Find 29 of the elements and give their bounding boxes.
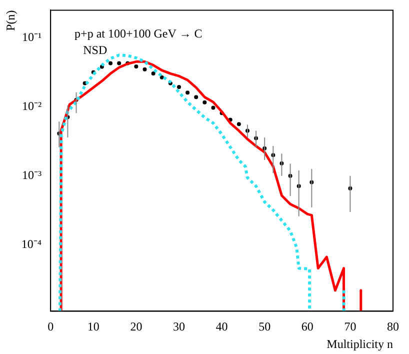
x-tick-label: 0 bbox=[48, 320, 54, 334]
annotation: p+p at 100+100 GeV → C bbox=[74, 26, 202, 40]
annotation: NSD bbox=[83, 42, 108, 57]
y-tick-label: 10⁻⁴ bbox=[21, 237, 42, 252]
point bbox=[186, 90, 190, 95]
y-axis-title: P(n) bbox=[3, 10, 18, 31]
point bbox=[176, 85, 181, 90]
x-tick-label: 60 bbox=[301, 320, 314, 334]
point bbox=[211, 106, 216, 110]
x-tick-label: 50 bbox=[258, 320, 271, 334]
y-tick-label: 10⁻² bbox=[22, 98, 42, 113]
y-tick-label: 10⁻³ bbox=[22, 168, 42, 182]
x-tick-label: 80 bbox=[387, 320, 399, 334]
x-tick-label: 40 bbox=[216, 320, 228, 334]
x-tick-label: 70 bbox=[344, 320, 356, 334]
point bbox=[151, 72, 156, 76]
point bbox=[236, 122, 241, 126]
x-tick-label: 20 bbox=[130, 320, 142, 334]
point bbox=[108, 61, 113, 66]
point bbox=[160, 75, 164, 80]
point bbox=[202, 100, 207, 104]
y-tick-label: 10⁻¹ bbox=[22, 30, 42, 44]
point bbox=[142, 67, 147, 72]
x-tick-label: 10 bbox=[87, 320, 100, 334]
point bbox=[117, 61, 122, 66]
x-tick-label: 30 bbox=[172, 320, 185, 334]
point bbox=[194, 95, 198, 100]
point bbox=[134, 64, 138, 68]
x-axis-title: Multiplicity n bbox=[326, 336, 393, 351]
